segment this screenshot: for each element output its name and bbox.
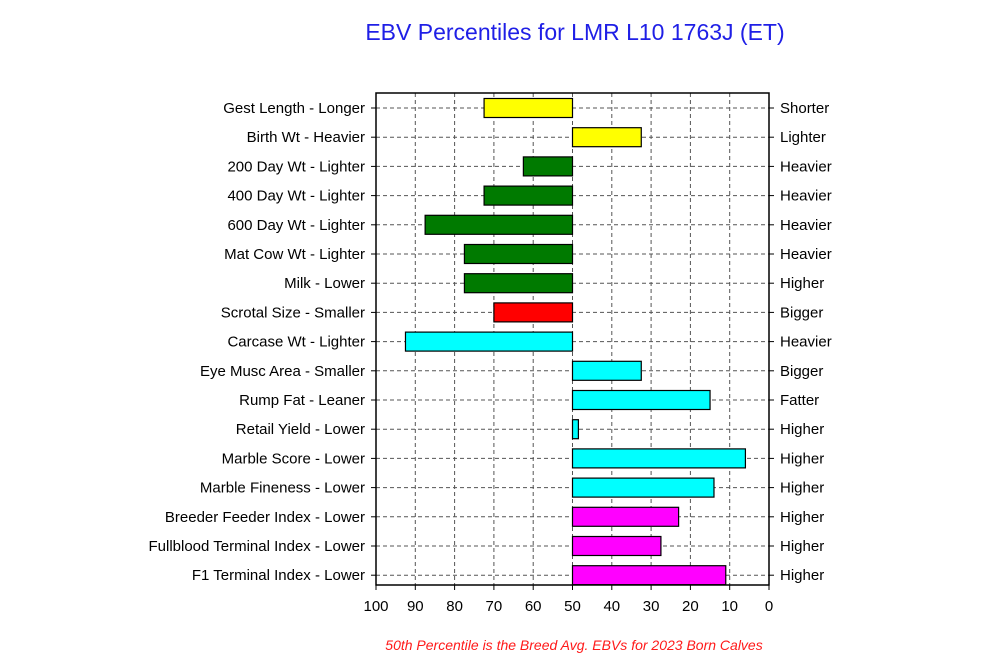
- x-tick-label: 60: [525, 598, 542, 615]
- category-label-right: Higher: [780, 567, 824, 584]
- category-label-right: Heavier: [780, 188, 832, 205]
- bar-milk-lower: [463, 273, 574, 294]
- category-label-left: Marble Score - Lower: [222, 450, 365, 467]
- chart-title: EBV Percentiles for LMR L10 1763J (ET): [365, 19, 784, 45]
- x-tick-label: 50: [564, 598, 581, 615]
- category-label-left: Mat Cow Wt - Lighter: [224, 246, 365, 263]
- bar-layer: [404, 97, 747, 586]
- category-label-right: Heavier: [780, 158, 832, 175]
- category-label-right: Bigger: [780, 363, 823, 380]
- x-tick-label: 100: [363, 598, 388, 615]
- x-tick-label: 30: [643, 598, 660, 615]
- category-label-right: Lighter: [780, 129, 826, 146]
- category-label-left: Fullblood Terminal Index - Lower: [149, 538, 366, 555]
- x-tick-label: 40: [603, 598, 620, 615]
- category-label-right: Heavier: [780, 217, 832, 234]
- bar-400-day-wt-lighter: [483, 185, 574, 206]
- category-label-left: Retail Yield - Lower: [236, 421, 365, 438]
- bar-gest-length-longer: [483, 97, 574, 119]
- category-label-right: Higher: [780, 509, 824, 526]
- x-tick-label: 90: [407, 598, 424, 615]
- category-labels: Gest Length - Longer Shorter Birth Wt - He…: [149, 100, 832, 584]
- category-label-right: Heavier: [780, 246, 832, 263]
- category-label-left: Breeder Feeder Index - Lower: [165, 509, 365, 526]
- bar-birth-wt-heavier: [571, 127, 642, 148]
- category-label-right: Fatter: [780, 392, 819, 409]
- bar-rump-fat-leaner: [571, 389, 711, 411]
- chart-footnote: 50th Percentile is the Breed Avg. EBVs f…: [385, 637, 762, 653]
- category-label-left: 200 Day Wt - Lighter: [227, 158, 365, 175]
- category-label-left: Milk - Lower: [284, 275, 365, 292]
- x-tick-label: 80: [446, 598, 463, 615]
- category-label-left: Scrotal Size - Smaller: [221, 304, 365, 321]
- category-label-right: Higher: [780, 450, 824, 467]
- category-label-left: Gest Length - Longer: [223, 100, 365, 117]
- category-label-left: Carcase Wt - Lighter: [227, 334, 365, 351]
- category-label-right: Bigger: [780, 304, 823, 321]
- category-label-right: Higher: [780, 538, 824, 555]
- category-label-right: Higher: [780, 480, 824, 497]
- x-tick-label: 70: [486, 598, 503, 615]
- category-label-left: Rump Fat - Leaner: [239, 392, 365, 409]
- bar-carcase-wt-lighter: [404, 331, 574, 352]
- bar-breeder-feeder-index-lower: [571, 506, 680, 527]
- category-label-left: Marble Fineness - Lower: [200, 480, 365, 497]
- axis-ticks: 100 90 80 70 60 50 40 30 20 10 0: [363, 107, 774, 615]
- bar-fullblood-terminal-index-lower: [571, 535, 662, 557]
- category-label-left: F1 Terminal Index - Lower: [192, 567, 365, 584]
- category-label-left: 400 Day Wt - Lighter: [227, 188, 365, 205]
- bar-marble-score-lower: [571, 448, 747, 469]
- category-label-right: Heavier: [780, 334, 832, 351]
- x-tick-label: 10: [721, 598, 738, 615]
- bar-600-day-wt-lighter: [424, 214, 574, 235]
- bar-mat-cow-wt-lighter: [463, 243, 574, 265]
- x-tick-label: 0: [765, 598, 773, 615]
- category-label-right: Shorter: [780, 100, 829, 117]
- category-label-left: Eye Musc Area - Smaller: [200, 363, 365, 380]
- category-label-right: Higher: [780, 421, 824, 438]
- bar-marble-fineness-lower: [571, 477, 715, 498]
- bar-retail-yield-lower: [571, 419, 579, 440]
- bar-f1-terminal-index-lower: [571, 565, 727, 586]
- category-label-left: Birth Wt - Heavier: [247, 129, 365, 146]
- bar-200-day-wt-lighter: [522, 156, 574, 177]
- category-label-left: 600 Day Wt - Lighter: [227, 217, 365, 234]
- x-tick-label: 20: [682, 598, 699, 615]
- category-label-right: Higher: [780, 275, 824, 292]
- bar-eye-musc-area-smaller: [571, 360, 642, 381]
- bar-scrotal-size-smaller: [493, 302, 574, 323]
